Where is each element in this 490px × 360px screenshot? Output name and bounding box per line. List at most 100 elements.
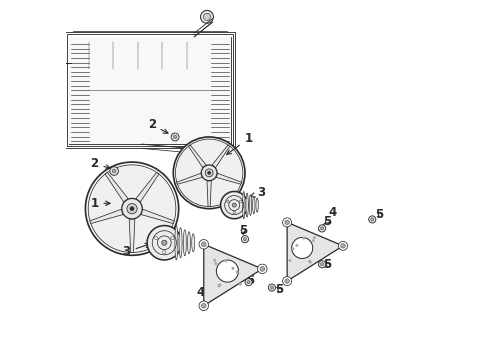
Circle shape <box>130 207 134 211</box>
Polygon shape <box>177 173 202 184</box>
Circle shape <box>200 10 214 23</box>
Circle shape <box>226 200 229 203</box>
Text: 5: 5 <box>323 258 332 271</box>
Circle shape <box>171 133 179 141</box>
Circle shape <box>236 270 239 274</box>
Circle shape <box>162 240 167 245</box>
Circle shape <box>175 139 243 207</box>
Circle shape <box>163 251 166 254</box>
Ellipse shape <box>253 197 255 214</box>
Circle shape <box>368 216 376 223</box>
Circle shape <box>242 235 248 243</box>
Circle shape <box>201 165 217 181</box>
Circle shape <box>239 283 242 286</box>
Circle shape <box>199 239 208 249</box>
Circle shape <box>217 260 239 282</box>
Circle shape <box>309 261 312 264</box>
Circle shape <box>199 301 208 311</box>
Circle shape <box>205 169 213 177</box>
Circle shape <box>292 237 313 258</box>
Circle shape <box>289 259 292 262</box>
Circle shape <box>292 247 294 250</box>
Circle shape <box>127 203 137 214</box>
Polygon shape <box>129 219 135 252</box>
Circle shape <box>233 211 236 214</box>
Polygon shape <box>216 173 242 184</box>
Polygon shape <box>90 209 123 224</box>
Circle shape <box>224 259 227 262</box>
Polygon shape <box>207 181 211 207</box>
Text: 3: 3 <box>122 243 150 258</box>
Ellipse shape <box>192 234 195 252</box>
Text: 5: 5 <box>246 274 254 287</box>
Circle shape <box>112 169 116 173</box>
Circle shape <box>231 267 235 270</box>
Bar <box>65 32 235 148</box>
Circle shape <box>122 198 142 219</box>
Polygon shape <box>204 244 262 306</box>
Circle shape <box>110 167 119 175</box>
Circle shape <box>308 260 311 263</box>
Circle shape <box>247 280 250 284</box>
Circle shape <box>302 237 305 240</box>
Circle shape <box>85 162 179 255</box>
Polygon shape <box>141 209 174 224</box>
Circle shape <box>245 279 252 286</box>
Ellipse shape <box>243 192 245 219</box>
Ellipse shape <box>249 195 252 215</box>
Text: 1: 1 <box>227 132 253 154</box>
Text: 5: 5 <box>275 283 283 296</box>
Text: 2: 2 <box>147 118 168 133</box>
Circle shape <box>244 238 246 241</box>
Polygon shape <box>287 222 343 281</box>
Circle shape <box>313 236 316 239</box>
Circle shape <box>171 237 174 239</box>
Circle shape <box>88 165 176 252</box>
Polygon shape <box>189 145 206 168</box>
Circle shape <box>283 218 292 227</box>
Circle shape <box>371 218 374 221</box>
Circle shape <box>201 242 206 247</box>
Text: 5: 5 <box>375 208 384 221</box>
Bar <box>67 35 233 146</box>
Circle shape <box>258 264 267 274</box>
Circle shape <box>220 192 248 219</box>
Circle shape <box>154 237 158 239</box>
Ellipse shape <box>179 228 182 258</box>
Circle shape <box>339 241 347 250</box>
Bar <box>69 37 231 144</box>
Circle shape <box>295 244 298 247</box>
Ellipse shape <box>256 198 258 212</box>
Text: 1: 1 <box>90 197 110 210</box>
Circle shape <box>203 13 211 21</box>
Polygon shape <box>212 145 230 168</box>
Circle shape <box>232 203 236 207</box>
Circle shape <box>283 276 292 285</box>
Circle shape <box>173 135 177 139</box>
Circle shape <box>312 239 315 242</box>
Circle shape <box>214 262 218 265</box>
Circle shape <box>218 284 220 288</box>
Circle shape <box>218 283 221 287</box>
Circle shape <box>201 303 206 308</box>
Ellipse shape <box>183 230 186 256</box>
Circle shape <box>213 258 216 262</box>
Text: 5: 5 <box>239 224 247 237</box>
Text: 4: 4 <box>319 206 337 230</box>
Bar <box>69 37 231 144</box>
Circle shape <box>341 244 345 248</box>
Circle shape <box>147 226 181 260</box>
Circle shape <box>318 261 326 268</box>
Ellipse shape <box>246 193 248 217</box>
Circle shape <box>320 227 324 230</box>
Circle shape <box>208 171 211 174</box>
Polygon shape <box>136 172 159 202</box>
Circle shape <box>285 220 290 225</box>
Text: 4: 4 <box>196 286 213 300</box>
Circle shape <box>318 225 326 232</box>
Circle shape <box>320 263 324 266</box>
Circle shape <box>269 284 275 291</box>
Circle shape <box>240 200 242 203</box>
Circle shape <box>173 137 245 209</box>
Ellipse shape <box>175 226 178 260</box>
